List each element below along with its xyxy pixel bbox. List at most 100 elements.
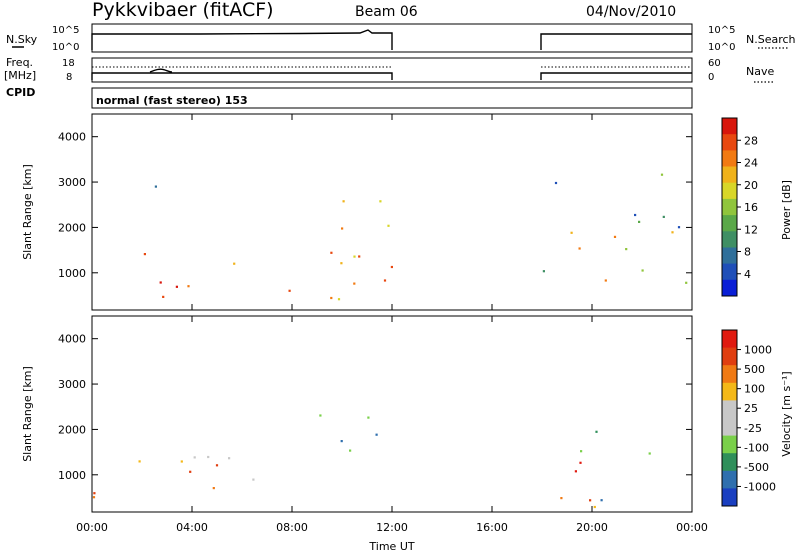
power-cell: [143, 253, 146, 256]
velocity-cell: [228, 457, 231, 460]
power-cell: [330, 296, 333, 300]
date-label: 04/Nov/2010: [586, 4, 676, 20]
velocity-cell: [93, 492, 96, 495]
velocity-heatmap: [92, 414, 651, 509]
power-colorbar-swatch: [722, 231, 737, 248]
power-colorbar-swatch: [722, 150, 737, 168]
nsky-tick-top: 10^5: [52, 25, 79, 36]
power-cell: [570, 231, 573, 234]
velocity-colorbar-tick-label: -500: [744, 461, 769, 474]
power-colorbar-swatch: [722, 118, 737, 135]
power-heatmap: [143, 173, 688, 301]
power-cell: [288, 289, 291, 292]
power-colorbar-swatch: [722, 198, 737, 216]
power-cell: [383, 279, 387, 282]
freq-label: Freq.: [6, 56, 33, 69]
velocity-cell: [92, 496, 96, 499]
velocity-colorbar: 1000 500 100 25 -25 -100 -500 -1000 Velocity [m…: [721, 329, 793, 507]
freq-tick-top: 18: [62, 58, 75, 69]
cpid-panel-frame: [91, 87, 693, 109]
velocity-colorbar-swatch: [722, 400, 737, 419]
velocity-cell: [252, 478, 255, 481]
velocity-ylabel: Slant Range [km]: [21, 366, 34, 462]
freq-tick-bottom: 8: [66, 72, 72, 83]
power-ytick-label: 4000: [58, 131, 86, 144]
velocity-cell: [600, 499, 603, 502]
velocity-ytick-label: 4000: [58, 333, 86, 346]
time-tick-label: 04:00: [176, 521, 208, 534]
time-tick-label: 16:00: [476, 521, 508, 534]
power-plot-frame: [91, 113, 693, 311]
velocity-colorbar-swatch: [722, 470, 737, 489]
cpid-label: CPID: [6, 86, 35, 99]
time-tick-label: 00:00: [76, 521, 108, 534]
nave-tick-top: 60: [708, 58, 721, 69]
velocity-cell: [574, 470, 577, 473]
velocity-colorbar-ticks: 1000 500 100 25 -25 -100 -500 -1000: [737, 344, 776, 493]
velocity-colorbar-swatch: [722, 347, 737, 366]
velocity-cell: [349, 449, 352, 452]
velocity-ytick-label: 1000: [58, 469, 86, 482]
freq-trace-evening: [540, 72, 692, 80]
velocity-cell: [367, 416, 370, 419]
power-cell: [578, 247, 581, 250]
power-cell: [638, 220, 641, 223]
power-cell: [379, 200, 382, 203]
nsky-label: N.Sky: [6, 33, 38, 46]
velocity-cell: [189, 470, 192, 473]
power-cell: [162, 295, 165, 298]
plot-title: Pykkvibaer (fitACF): [92, 0, 274, 21]
power-cell: [662, 215, 665, 218]
velocity-colorbar-swatch: [722, 453, 737, 472]
power-colorbar-swatch: [722, 247, 737, 265]
power-cell: [677, 226, 681, 229]
velocity-cell: [340, 440, 343, 443]
velocity-colorbar-tick-label: 100: [744, 383, 765, 396]
power-ylabel: Slant Range [km]: [21, 164, 34, 260]
power-cell: [337, 298, 341, 301]
power-cell: [613, 235, 617, 238]
velocity-cell: [648, 452, 651, 455]
velocity-colorbar-tick-label: -1000: [744, 480, 776, 493]
power-cell: [660, 173, 664, 176]
velocity-cell: [589, 499, 592, 502]
velocity-cell: [579, 461, 582, 464]
velocity-colorbar-frame: [721, 329, 738, 507]
power-colorbar-swatch: [722, 215, 737, 232]
power-panel: 4000 3000 2000 1000 Slant Range [km]: [21, 113, 693, 311]
power-cell: [604, 279, 607, 282]
power-colorbar-swatch: [722, 182, 737, 200]
power-cell: [671, 231, 674, 234]
power-colorbar-swatch: [722, 263, 737, 281]
velocity-cell: [375, 433, 378, 436]
nsky-trace-evening: [540, 33, 692, 50]
power-colorbar-swatches: [722, 118, 737, 297]
power-cell: [341, 227, 344, 230]
beam-label: Beam 06: [355, 4, 418, 20]
velocity-cell: [593, 505, 596, 509]
nsearch-tick-top: 10^5: [708, 25, 735, 36]
power-colorbar-tick-label: 4: [744, 268, 751, 281]
power-cell: [175, 285, 178, 288]
velocity-ytick-label: 2000: [58, 423, 86, 436]
power-cell: [187, 285, 190, 288]
velocity-axis-ticks: 4000 3000 2000 1000: [58, 316, 693, 512]
power-colorbar-tick-label: 28: [744, 134, 758, 147]
velocity-plot-frame: [91, 315, 693, 513]
nsearch-label: N.Search: [746, 33, 796, 46]
power-cell: [387, 224, 390, 227]
velocity-colorbar-tick-label: 1000: [744, 344, 772, 357]
power-colorbar-label: Power [dB]: [780, 180, 793, 240]
cpid-text: normal (fast stereo) 153: [96, 94, 248, 107]
velocity-cell: [193, 456, 196, 459]
velocity-colorbar-tick-label: 25: [744, 402, 758, 415]
power-cell: [625, 248, 628, 251]
power-colorbar-swatch: [722, 134, 737, 151]
power-cell: [634, 213, 637, 217]
power-colorbar-swatch: [722, 166, 737, 184]
time-tick-label: 20:00: [576, 521, 608, 534]
velocity-cell: [560, 497, 563, 500]
nsky-tick-bottom: 10^0: [52, 42, 79, 53]
power-colorbar-tick-label: 12: [744, 223, 758, 236]
